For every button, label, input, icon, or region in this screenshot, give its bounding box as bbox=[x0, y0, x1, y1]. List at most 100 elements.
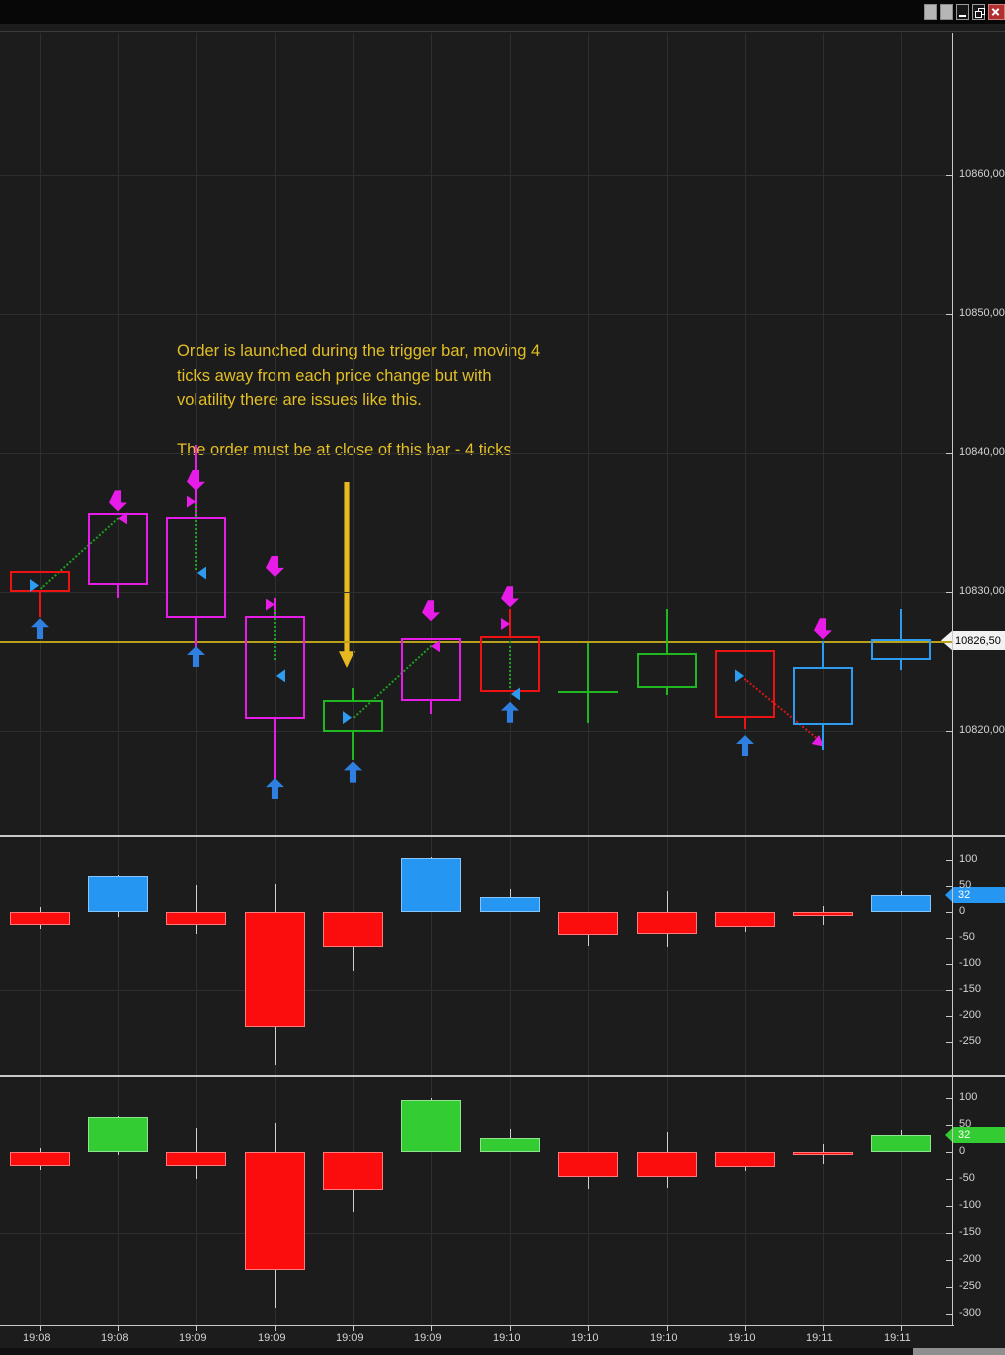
axis-tick bbox=[946, 175, 952, 176]
time-axis-label: 19:10 bbox=[571, 1332, 599, 1344]
indicator2-axis-label: -300 bbox=[959, 1307, 982, 1319]
candle-wick bbox=[274, 718, 276, 782]
window-button-1[interactable] bbox=[924, 4, 937, 20]
axis-tick bbox=[946, 1042, 952, 1043]
indicator1-axis-label: 0 bbox=[959, 905, 966, 917]
grid-line-vertical bbox=[901, 33, 902, 1325]
candle-wick bbox=[352, 688, 354, 701]
close-button[interactable] bbox=[988, 4, 1005, 20]
time-axis-label: 19:10 bbox=[728, 1332, 756, 1344]
grid-line-vertical bbox=[275, 33, 276, 1325]
time-axis-label: 19:09 bbox=[258, 1332, 286, 1344]
restore-button[interactable] bbox=[972, 4, 985, 20]
grid-line-vertical bbox=[196, 33, 197, 1325]
axis-tick bbox=[946, 1152, 952, 1153]
candle-body bbox=[715, 650, 775, 718]
magenta-flag-icon bbox=[501, 617, 510, 630]
indicator1-bar bbox=[88, 876, 148, 912]
indicator2-bar bbox=[558, 1152, 618, 1177]
axis-tick bbox=[667, 1326, 668, 1331]
price-axis-label: 10830,00 bbox=[959, 585, 1005, 597]
grid-line-vertical bbox=[40, 33, 41, 1325]
indicator1-axis-label: -100 bbox=[959, 957, 982, 969]
blue-entry-triangle-icon bbox=[511, 687, 520, 701]
candle-body bbox=[10, 571, 70, 592]
axis-tick bbox=[901, 1326, 902, 1331]
annotation-text-1: Order is launched during the trigger bar… bbox=[177, 342, 541, 409]
blue-entry-triangle-icon bbox=[197, 566, 206, 580]
blue-entry-triangle-icon bbox=[30, 579, 39, 593]
candle-wick bbox=[822, 725, 824, 750]
candle-wick bbox=[587, 692, 589, 723]
axis-tick bbox=[946, 453, 952, 454]
axis-tick bbox=[946, 990, 952, 991]
grid-line-vertical bbox=[745, 33, 746, 1325]
grid-line-vertical bbox=[823, 33, 824, 1325]
magenta-flag-icon bbox=[187, 495, 196, 508]
price-axis-label: 10840,00 bbox=[959, 446, 1005, 458]
axis-tick bbox=[510, 1326, 511, 1331]
price-axis-line bbox=[952, 33, 953, 1325]
minimize-button[interactable] bbox=[956, 4, 969, 20]
time-axis-label: 19:10 bbox=[493, 1332, 521, 1344]
axis-tick bbox=[946, 1260, 952, 1261]
candle-wick bbox=[587, 643, 589, 692]
title-bar bbox=[0, 0, 1005, 24]
scrollbar-track[interactable] bbox=[0, 1348, 1005, 1355]
indicator2-axis-label: -250 bbox=[959, 1280, 982, 1292]
candle-body bbox=[871, 639, 931, 660]
candle-body bbox=[401, 638, 461, 701]
time-axis-label: 19:11 bbox=[806, 1332, 833, 1344]
window-button-2[interactable] bbox=[940, 4, 953, 20]
indicator2-value-tag: 32 bbox=[945, 1127, 1005, 1143]
candle-body bbox=[793, 667, 853, 725]
indicator1-axis-label: -250 bbox=[959, 1035, 982, 1047]
axis-tick bbox=[275, 1326, 276, 1331]
axis-tick bbox=[118, 1326, 119, 1331]
grid-line-horizontal bbox=[0, 731, 952, 732]
blue-entry-triangle-icon bbox=[343, 711, 352, 725]
axis-tick bbox=[946, 1179, 952, 1180]
axis-tick bbox=[353, 1326, 354, 1331]
scrollbar-thumb[interactable] bbox=[913, 1348, 1005, 1355]
axis-tick bbox=[946, 314, 952, 315]
bar-wick bbox=[196, 885, 197, 934]
indicator1-bar bbox=[871, 895, 931, 912]
indicator1-bar bbox=[793, 912, 853, 916]
indicator1-bar bbox=[323, 912, 383, 947]
magenta-flag-icon bbox=[266, 598, 275, 611]
indicator1-axis-label: -200 bbox=[959, 1009, 982, 1021]
indicator2-axis-label: 50 bbox=[959, 1118, 972, 1130]
indicator2-axis-label: -100 bbox=[959, 1199, 982, 1211]
indicator1-bar bbox=[637, 912, 697, 934]
axis-tick bbox=[946, 1287, 952, 1288]
grid-line-horizontal bbox=[0, 314, 952, 315]
indicator2-bar bbox=[715, 1152, 775, 1167]
candle-body bbox=[88, 513, 148, 585]
candle-wick bbox=[666, 609, 668, 653]
indicator1-bar bbox=[401, 858, 461, 912]
indicator1-bar bbox=[715, 912, 775, 927]
current-price-tag: 10826,50 bbox=[941, 631, 1005, 650]
blue-entry-triangle-icon bbox=[735, 669, 744, 683]
time-axis-label: 19:08 bbox=[101, 1332, 129, 1344]
axis-tick bbox=[946, 938, 952, 939]
axis-tick bbox=[196, 1326, 197, 1331]
candle-wick bbox=[666, 688, 668, 695]
candle-body bbox=[637, 653, 697, 688]
indicator1-axis-label: -150 bbox=[959, 983, 982, 995]
green-dotted-line bbox=[509, 640, 511, 688]
indicator2-bar bbox=[480, 1138, 540, 1152]
axis-tick bbox=[946, 1016, 952, 1017]
axis-tick bbox=[946, 886, 952, 887]
candle-wick bbox=[274, 598, 276, 616]
chart-top-border bbox=[0, 31, 1005, 32]
indicator1-value-tag: 32 bbox=[945, 887, 1005, 903]
time-axis-line bbox=[0, 1325, 954, 1326]
axis-tick bbox=[946, 860, 952, 861]
indicator1-bar bbox=[10, 912, 70, 925]
candle-wick bbox=[509, 609, 511, 637]
time-axis-label: 19:09 bbox=[336, 1332, 364, 1344]
grid-line-vertical bbox=[353, 33, 354, 1325]
